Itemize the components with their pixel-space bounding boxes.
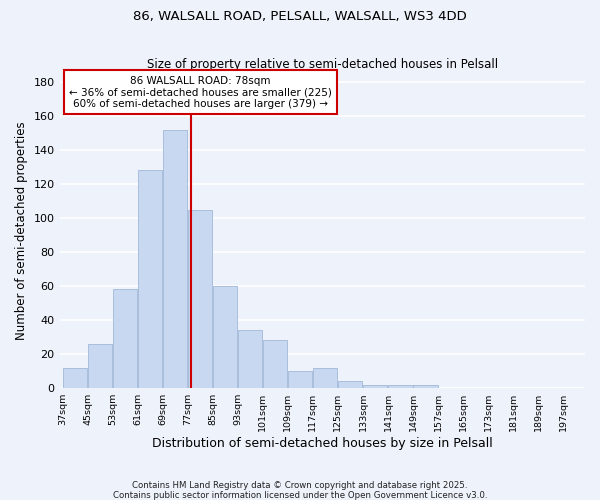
Bar: [263, 340, 287, 388]
Bar: [338, 382, 362, 388]
Bar: [188, 210, 212, 388]
Title: Size of property relative to semi-detached houses in Pelsall: Size of property relative to semi-detach…: [147, 58, 498, 71]
Bar: [213, 286, 238, 388]
Text: 86, WALSALL ROAD, PELSALL, WALSALL, WS3 4DD: 86, WALSALL ROAD, PELSALL, WALSALL, WS3 …: [133, 10, 467, 23]
Bar: [289, 371, 313, 388]
Bar: [313, 368, 337, 388]
Bar: [388, 384, 413, 388]
Bar: [63, 368, 87, 388]
Text: Contains public sector information licensed under the Open Government Licence v3: Contains public sector information licen…: [113, 490, 487, 500]
Bar: [88, 344, 112, 388]
Text: Contains HM Land Registry data © Crown copyright and database right 2025.: Contains HM Land Registry data © Crown c…: [132, 480, 468, 490]
Bar: [113, 290, 137, 388]
Bar: [238, 330, 262, 388]
Bar: [138, 170, 162, 388]
Bar: [364, 384, 388, 388]
Bar: [163, 130, 187, 388]
Text: 86 WALSALL ROAD: 78sqm
← 36% of semi-detached houses are smaller (225)
60% of se: 86 WALSALL ROAD: 78sqm ← 36% of semi-det…: [69, 76, 332, 109]
X-axis label: Distribution of semi-detached houses by size in Pelsall: Distribution of semi-detached houses by …: [152, 437, 493, 450]
Bar: [413, 384, 437, 388]
Y-axis label: Number of semi-detached properties: Number of semi-detached properties: [15, 122, 28, 340]
